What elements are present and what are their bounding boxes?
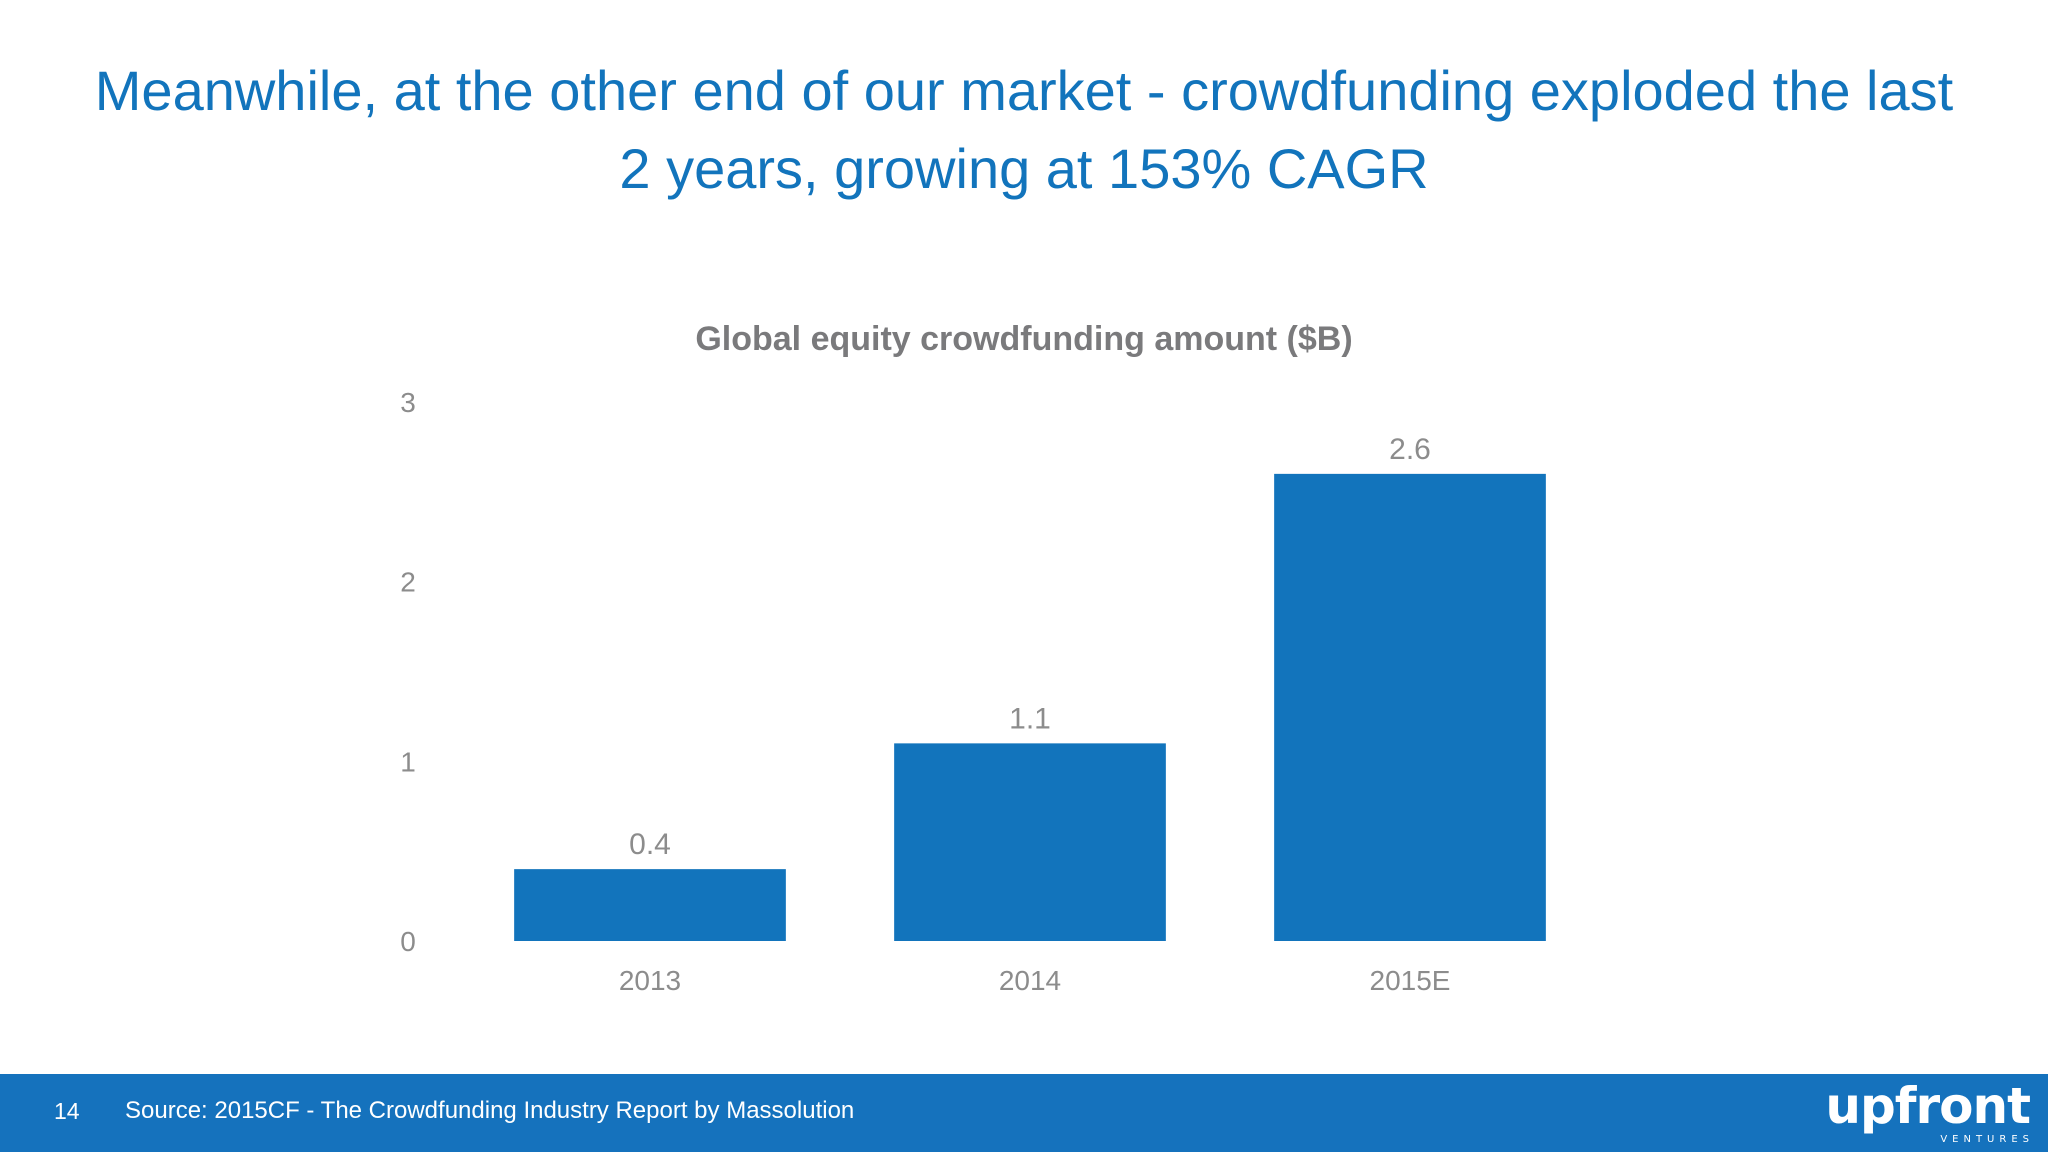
logo-wordmark: upfront	[1825, 1077, 2031, 1135]
y-axis: 0 1 2 3	[400, 387, 416, 957]
logo-subtext: VENTURES	[1940, 1134, 2034, 1145]
slide-title: Meanwhile, at the other end of our marke…	[0, 52, 2048, 208]
data-label-2013: 0.4	[629, 828, 671, 861]
data-label-2014: 1.1	[1009, 702, 1051, 735]
bar-chart: Global equity crowdfunding amount ($B) 0…	[400, 320, 1546, 996]
x-tick-label-2013: 2013	[619, 965, 681, 996]
y-tick-label: 3	[400, 387, 416, 418]
x-tick-label-2015E: 2015E	[1370, 965, 1451, 996]
slide-title-line-2: 2 years, growing at 153% CAGR	[619, 137, 1429, 200]
page-number: 14	[54, 1098, 80, 1124]
bar-2015E	[1274, 473, 1546, 941]
bar-2014	[894, 743, 1166, 941]
y-tick-label: 0	[400, 926, 416, 957]
y-tick-label: 1	[400, 746, 416, 777]
chart-title: Global equity crowdfunding amount ($B)	[695, 320, 1352, 358]
bars	[514, 473, 1546, 941]
x-axis: 2013 2014 2015E	[619, 965, 1451, 996]
data-labels: 0.4 1.1 2.6	[629, 433, 1431, 861]
upfront-ventures-logo: upfront VENTURES	[1825, 1077, 2031, 1146]
footer-bar: 14 Source: 2015CF - The Crowdfunding Ind…	[0, 1074, 2048, 1152]
data-label-2015E: 2.6	[1389, 433, 1431, 466]
slide-title-line-1: Meanwhile, at the other end of our marke…	[94, 59, 1954, 122]
y-tick-label: 2	[400, 567, 416, 598]
source-citation: Source: 2015CF - The Crowdfunding Indust…	[125, 1097, 855, 1124]
x-tick-label-2014: 2014	[999, 965, 1061, 996]
bar-2013	[514, 869, 786, 941]
